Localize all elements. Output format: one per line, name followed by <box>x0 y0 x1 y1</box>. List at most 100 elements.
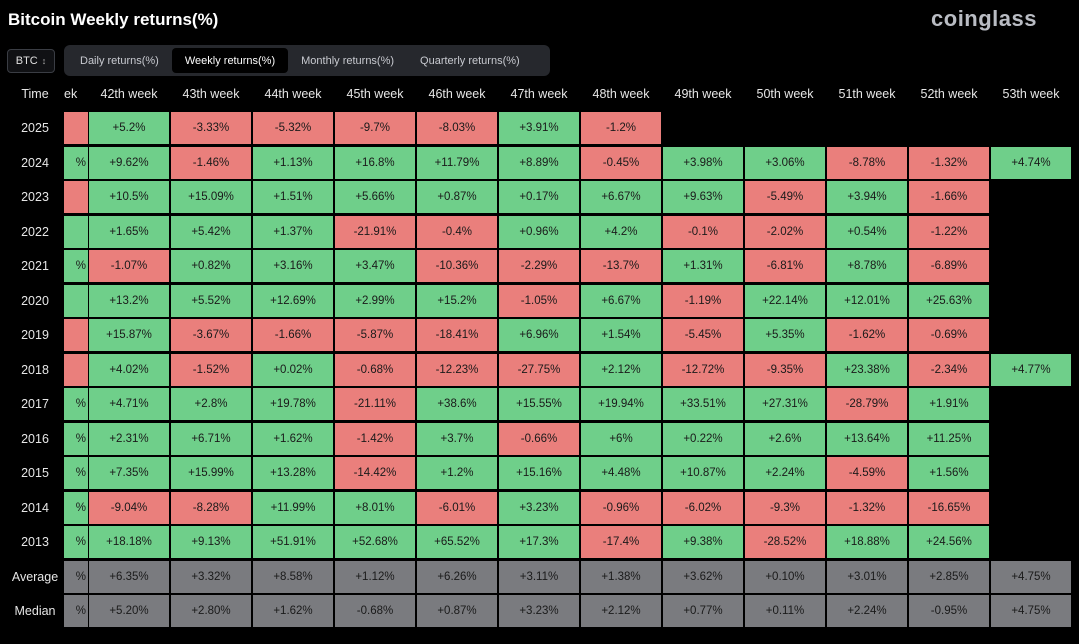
heatmap-cell: +4.02% <box>89 353 169 386</box>
heatmap-cell: +16.8% <box>335 146 415 179</box>
tab-daily-returns[interactable]: Daily returns(%) <box>80 54 159 67</box>
heatmap-cell: -13.7% <box>581 250 661 282</box>
aggregate-cell: +1.38% <box>581 560 661 593</box>
heatmap-cell: +3.23% <box>499 491 579 524</box>
heatmap-cell: +1.65% <box>89 215 169 248</box>
coin-select-value: BTC <box>15 55 38 67</box>
heatmap-cell: +11.99% <box>253 491 333 524</box>
heatmap-cell: -18.41% <box>417 319 497 351</box>
heatmap-cell: -14.42% <box>335 457 415 489</box>
column-header: 42th week <box>100 87 158 101</box>
heatmap-cell: +22.14% <box>745 284 825 317</box>
column-header: 47th week <box>510 87 568 101</box>
aggregate-cell: +1.62% <box>253 595 333 627</box>
heatmap-cell: +27.31% <box>745 388 825 420</box>
heatmap-cell: +6.96% <box>499 319 579 351</box>
tab-weekly-returns[interactable]: Weekly returns(%) <box>171 48 289 73</box>
heatmap-cell: +1.91% <box>909 388 989 420</box>
heatmap-cell: +52.68% <box>335 526 415 558</box>
heatmap-cell: -0.45% <box>581 146 661 179</box>
aggregate-cell: +0.77% <box>663 595 743 627</box>
aggregate-cell: +3.62% <box>663 560 743 593</box>
row-year-label: 2016 <box>21 431 49 446</box>
aggregate-cell: +2.12% <box>581 595 661 627</box>
aggregate-cell: +2.80% <box>171 595 251 627</box>
column-header: 49th week <box>674 87 732 101</box>
heatmap-cell: +4.77% <box>991 353 1071 386</box>
heatmap-cell: -1.52% <box>171 353 251 386</box>
heatmap-cell: +33.51% <box>663 388 743 420</box>
heatmap-cell: -17.4% <box>581 526 661 558</box>
partial-cell: % <box>64 146 88 179</box>
aggregate-cell: +8.58% <box>253 560 333 593</box>
heatmap-cell: -5.87% <box>335 319 415 351</box>
heatmap-cell: +8.78% <box>827 250 907 282</box>
aggregate-cell: +1.12% <box>335 560 415 593</box>
heatmap-cell: +1.13% <box>253 146 333 179</box>
partial-cell <box>64 353 88 386</box>
heatmap-cell: -0.69% <box>909 319 989 351</box>
heatmap-cell: +5.66% <box>335 181 415 213</box>
heatmap-cell: +4.2% <box>581 215 661 248</box>
partial-cell <box>64 215 88 248</box>
heatmap-cell: -5.49% <box>745 181 825 213</box>
heatmap-cell: +15.2% <box>417 284 497 317</box>
heatmap-cell: +2.6% <box>745 422 825 455</box>
heatmap-cell: +2.24% <box>745 457 825 489</box>
heatmap-cell: -16.65% <box>909 491 989 524</box>
heatmap-cell: +15.99% <box>171 457 251 489</box>
aggregate-cell: +4.75% <box>991 560 1071 593</box>
row-year-label: 2024 <box>21 155 49 170</box>
heatmap-cell: -9.04% <box>89 491 169 524</box>
aggregate-cell: +2.85% <box>909 560 989 593</box>
heatmap-cell: +9.38% <box>663 526 743 558</box>
heatmap-cell: -6.01% <box>417 491 497 524</box>
heatmap-cell: +5.52% <box>171 284 251 317</box>
aggregate-label: Average <box>11 569 59 584</box>
heatmap-cell: +19.78% <box>253 388 333 420</box>
tab-quarterly-returns[interactable]: Quarterly returns(%) <box>420 54 520 67</box>
heatmap-cell: -2.02% <box>745 215 825 248</box>
heatmap-cell: +3.91% <box>499 112 579 144</box>
heatmap-cell: -1.22% <box>909 215 989 248</box>
heatmap-cell: +3.16% <box>253 250 333 282</box>
coin-select[interactable]: BTC ↕ <box>7 49 55 73</box>
heatmap-cell: +4.74% <box>991 146 1071 179</box>
heatmap-cell: +15.09% <box>171 181 251 213</box>
aggregate-cell: +3.23% <box>499 595 579 627</box>
heatmap-cell: +11.25% <box>909 422 989 455</box>
aggregate-cell: +0.10% <box>745 560 825 593</box>
heatmap-cell: +3.94% <box>827 181 907 213</box>
aggregate-cell: +6.26% <box>417 560 497 593</box>
heatmap-cell: -9.3% <box>745 491 825 524</box>
heatmap-cell: -5.32% <box>253 112 333 144</box>
column-header: 43th week <box>182 87 240 101</box>
heatmap-cell: -1.05% <box>499 284 579 317</box>
tab-monthly-returns[interactable]: Monthly returns(%) <box>301 54 395 67</box>
partial-aggregate-cell: % <box>64 595 88 627</box>
heatmap-cell: +3.06% <box>745 146 825 179</box>
heatmap-cell: +6% <box>581 422 661 455</box>
heatmap-cell: +38.6% <box>417 388 497 420</box>
heatmap-cell: +8.89% <box>499 146 579 179</box>
heatmap-cell: +5.2% <box>89 112 169 144</box>
heatmap-cell: -1.66% <box>253 319 333 351</box>
aggregate-cell: +2.24% <box>827 595 907 627</box>
heatmap-cell: -3.67% <box>171 319 251 351</box>
heatmap-cell: -9.7% <box>335 112 415 144</box>
heatmap-cell: +6.67% <box>581 284 661 317</box>
heatmap-cell: +19.94% <box>581 388 661 420</box>
column-header: 48th week <box>592 87 650 101</box>
aggregate-cell: +5.20% <box>89 595 169 627</box>
heatmap-cell: +7.35% <box>89 457 169 489</box>
heatmap-cell: +9.62% <box>89 146 169 179</box>
row-year-label: 2022 <box>21 224 49 239</box>
partial-cell <box>64 112 88 144</box>
heatmap-cell: +2.12% <box>581 353 661 386</box>
row-year-label: 2023 <box>21 190 49 204</box>
heatmap-cell: -2.29% <box>499 250 579 282</box>
heatmap-cell: +4.48% <box>581 457 661 489</box>
heatmap-cell: -2.34% <box>909 353 989 386</box>
heatmap-cell: +15.16% <box>499 457 579 489</box>
aggregate-cell: +3.32% <box>171 560 251 593</box>
